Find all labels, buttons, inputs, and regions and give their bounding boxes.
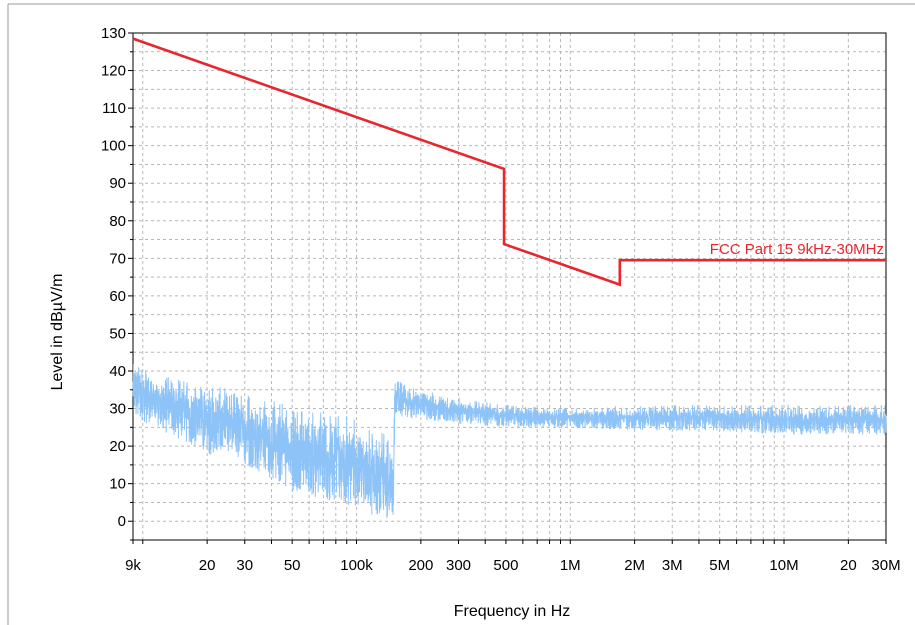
y-tick-label: 0 bbox=[118, 513, 126, 530]
y-tick-label: 40 bbox=[109, 363, 126, 380]
y-tick-label: 20 bbox=[109, 438, 126, 455]
x-tick-label: 500 bbox=[493, 557, 518, 574]
x-tick-label: 2M bbox=[624, 557, 645, 574]
x-tick-label: 20 bbox=[840, 557, 857, 574]
x-tick-label: 300 bbox=[446, 557, 471, 574]
y-tick-label: 130 bbox=[101, 25, 126, 42]
y-axis: 0 10 20 30 40 50 60 70 80 90 100 110 120 130 bbox=[101, 25, 133, 541]
x-tick-label: 30M bbox=[871, 557, 900, 574]
x-tick-label: 5M bbox=[709, 557, 730, 574]
y-tick-label: 30 bbox=[109, 401, 126, 418]
x-tick-label: 50 bbox=[284, 557, 301, 574]
y-tick-label: 60 bbox=[109, 288, 126, 305]
limit-line-label: FCC Part 15 9kHz-30MHz bbox=[710, 241, 884, 258]
x-axis-title: Frequency in Hz bbox=[454, 603, 571, 620]
plot-frame bbox=[132, 32, 887, 541]
measurement-series bbox=[132, 363, 887, 519]
y-tick-label: 70 bbox=[109, 250, 126, 267]
y-tick-label: 90 bbox=[109, 175, 126, 192]
x-tick-label: 20 bbox=[199, 557, 216, 574]
x-tick-label: 3M bbox=[662, 557, 683, 574]
y-tick-label: 120 bbox=[101, 63, 126, 80]
y-tick-label: 50 bbox=[109, 325, 126, 342]
measurement-trace bbox=[132, 363, 887, 519]
x-axis: 9k 20 30 50 100k 200 300 500 1M 2M 3M 5M 10M 20 30M bbox=[125, 540, 901, 574]
x-tick-label: 30 bbox=[236, 557, 253, 574]
y-axis-title: Level in dBµV/m bbox=[49, 274, 66, 391]
x-tick-label: 9k bbox=[125, 557, 141, 574]
x-tick-label: 200 bbox=[408, 557, 433, 574]
y-tick-label: 80 bbox=[109, 213, 126, 230]
y-tick-label: 100 bbox=[101, 138, 126, 155]
fcc-limit-line bbox=[132, 37, 886, 287]
y-tick-label: 10 bbox=[109, 476, 126, 493]
x-tick-label: 1M bbox=[560, 557, 581, 574]
limit-line-layer: FCC Part 15 9kHz-30MHz bbox=[132, 37, 886, 287]
x-tick-label: 100k bbox=[340, 557, 373, 574]
y-tick-label: 110 bbox=[102, 100, 126, 117]
x-tick-label: 10M bbox=[769, 557, 798, 574]
